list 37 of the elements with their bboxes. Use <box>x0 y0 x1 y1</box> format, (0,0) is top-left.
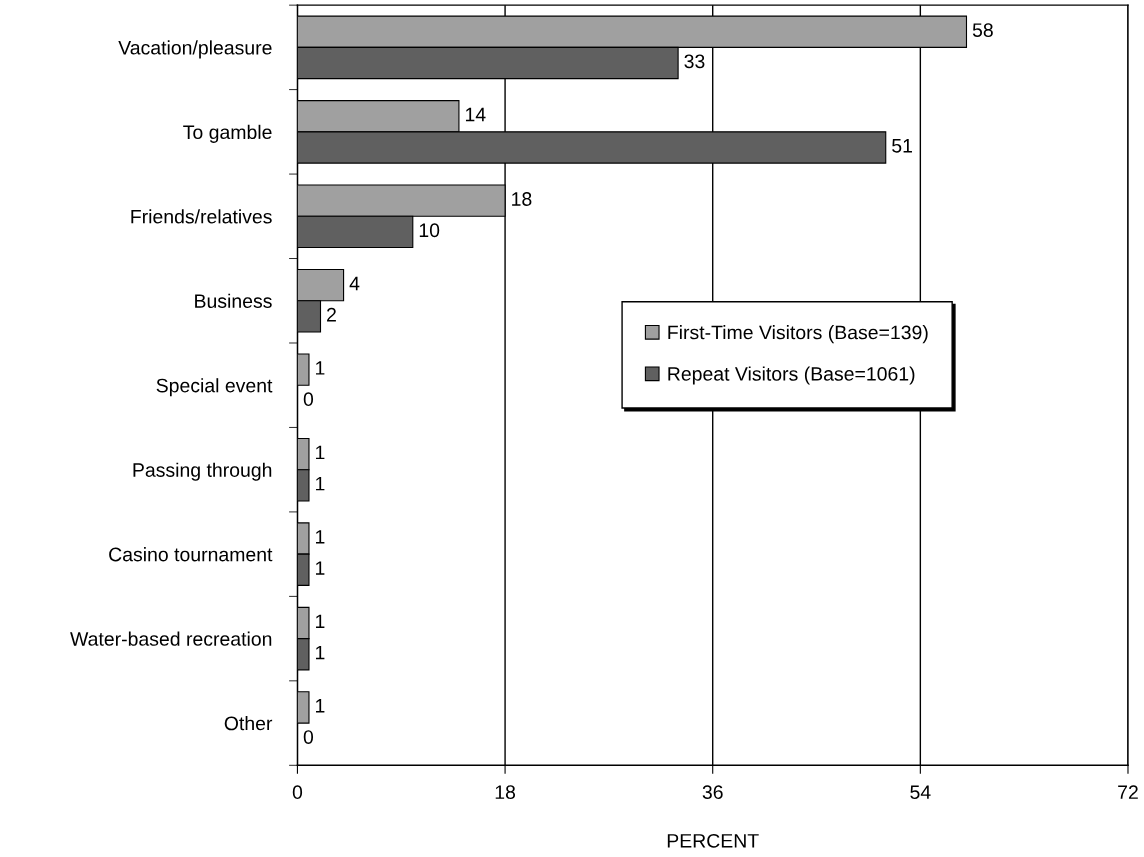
y-tick-label: Other <box>224 716 273 731</box>
data-label: 1 <box>316 699 325 713</box>
data-label: 1 <box>316 361 325 375</box>
legend-label: First-Time Visitors (Base=139) <box>668 325 928 344</box>
y-tick-label: Passing through <box>133 462 272 481</box>
x-tick-label: 0 <box>292 785 303 800</box>
y-tick-label: To gamble <box>183 124 272 143</box>
data-label: 14 <box>465 107 486 122</box>
data-label: 58 <box>972 23 993 37</box>
x-tick-label: 36 <box>702 785 723 800</box>
x-axis-title: PERCENT <box>667 833 759 848</box>
data-label: 10 <box>419 223 440 238</box>
y-tick-label: Friends/relatives <box>131 209 272 224</box>
data-label: 2 <box>327 307 336 322</box>
data-label: 33 <box>684 54 705 69</box>
data-label: 1 <box>316 561 325 575</box>
data-label: 1 <box>316 530 325 544</box>
data-label: 1 <box>316 645 325 660</box>
data-label: 1 <box>316 614 325 629</box>
y-tick-label: Vacation/pleasure <box>118 40 272 59</box>
data-label: 0 <box>303 392 314 407</box>
data-label: 1 <box>316 476 325 491</box>
x-tick-label: 18 <box>495 785 516 800</box>
x-tick-label: 72 <box>1118 785 1138 799</box>
y-tick-label: Water-based recreation <box>70 631 272 646</box>
data-label: 0 <box>303 730 314 744</box>
y-tick-label: Special event <box>156 378 273 397</box>
y-tick-label: Casino tournament <box>109 547 273 562</box>
x-tick-label: 54 <box>910 785 931 800</box>
bar <box>297 691 310 724</box>
data-label: 51 <box>892 139 912 153</box>
data-label: 18 <box>512 192 532 206</box>
data-label: 1 <box>316 445 325 460</box>
data-label: 4 <box>349 276 360 291</box>
bar <box>297 353 310 386</box>
legend-label: Repeat Visitors (Base=1061) <box>668 366 915 385</box>
y-tick-label: Business <box>195 293 272 308</box>
